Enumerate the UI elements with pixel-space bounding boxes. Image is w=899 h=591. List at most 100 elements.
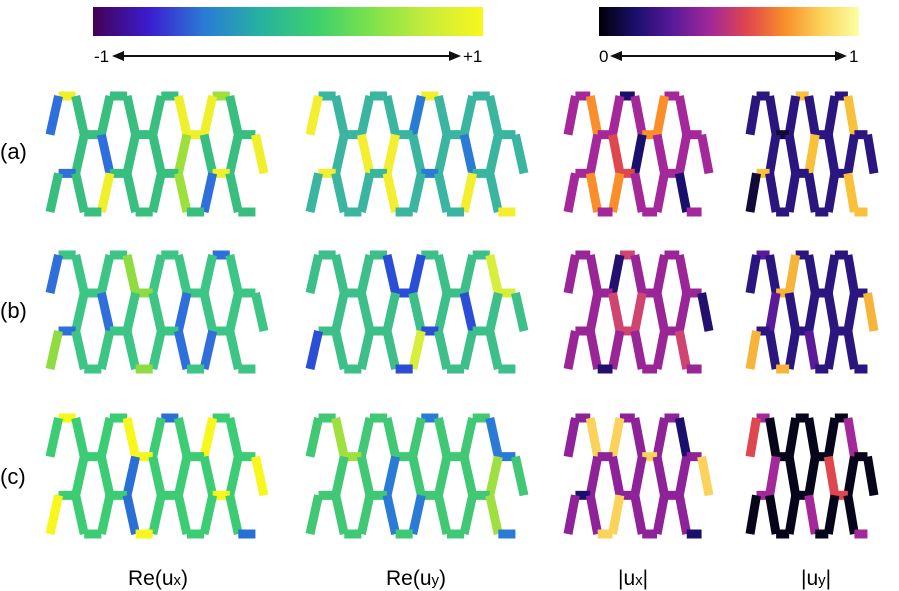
- bond: [148, 254, 166, 294]
- bond: [96, 172, 115, 213]
- bond: [71, 254, 89, 294]
- bond: [356, 292, 375, 332]
- viridis-colorbar: [93, 7, 483, 36]
- bond: [408, 292, 426, 332]
- bond: [674, 292, 692, 332]
- bond: [382, 95, 400, 136]
- col-label-re-ux-suffix: ): [181, 567, 188, 590]
- bond: [804, 417, 820, 458]
- bond: [225, 292, 243, 332]
- bond: [630, 254, 647, 294]
- bond: [843, 455, 859, 497]
- bond: [745, 254, 761, 294]
- bond: [45, 172, 63, 213]
- bond: [823, 133, 840, 175]
- bond: [305, 254, 323, 294]
- bond: [96, 254, 115, 294]
- bond: [459, 417, 478, 458]
- bond: [674, 172, 692, 213]
- inferno-arrow-left-head: [610, 51, 622, 61]
- bond: [356, 330, 375, 370]
- bond: [784, 417, 801, 458]
- bond: [225, 330, 243, 370]
- viridis-arrow-right-head: [449, 51, 461, 61]
- bond: [485, 292, 503, 332]
- bond: [843, 95, 859, 136]
- bond: [485, 172, 503, 213]
- bond: [585, 292, 603, 332]
- bond: [199, 254, 218, 294]
- bond: [608, 95, 625, 136]
- bond: [485, 417, 503, 458]
- bond: [71, 95, 89, 136]
- bond: [843, 494, 859, 535]
- bond: [434, 133, 452, 175]
- col-label-re-uy: Re(uy): [386, 567, 446, 590]
- bond: [122, 494, 140, 535]
- bond: [459, 95, 478, 136]
- bond: [174, 292, 192, 332]
- bond: [804, 254, 820, 294]
- panel-r2-c1: [305, 413, 529, 539]
- bond: [382, 133, 400, 175]
- bond: [585, 95, 603, 136]
- col-label-re-uy-suffix: ): [439, 567, 446, 590]
- bond: [697, 292, 714, 332]
- bond: [122, 417, 140, 458]
- panel-r2-c3: [745, 413, 879, 539]
- bond: [356, 494, 375, 535]
- inferno-max-label: 1: [849, 47, 858, 66]
- bond: [408, 494, 426, 535]
- bond: [585, 455, 603, 497]
- bond: [122, 292, 140, 332]
- bond: [382, 455, 400, 497]
- bond: [863, 133, 879, 175]
- bond: [630, 133, 647, 175]
- bond: [652, 417, 669, 458]
- bond: [630, 172, 647, 213]
- bond: [608, 330, 625, 370]
- panel-r0-c1: [305, 91, 529, 217]
- panel-grid: [45, 91, 879, 539]
- bond: [408, 254, 426, 294]
- bond: [251, 455, 269, 497]
- col-label-re-uy-sub: y: [432, 572, 440, 589]
- bond: [96, 133, 115, 175]
- bond: [784, 330, 801, 370]
- bond: [784, 172, 801, 213]
- bond: [148, 330, 166, 370]
- bond: [199, 133, 218, 175]
- bond: [122, 95, 140, 136]
- viridis-colorbar-group: -1 +1: [93, 7, 483, 66]
- panel-r0-c3: [745, 91, 879, 217]
- bond: [71, 330, 89, 370]
- bond: [199, 95, 218, 136]
- bond: [71, 292, 89, 332]
- col-label-abs-uy-prefix: |u: [801, 567, 818, 590]
- bond: [823, 494, 840, 535]
- bond: [356, 254, 375, 294]
- bond: [784, 494, 801, 535]
- bond: [485, 133, 503, 175]
- bond: [608, 292, 625, 332]
- bond: [122, 254, 140, 294]
- bond: [697, 133, 714, 175]
- bond: [630, 292, 647, 332]
- bond: [174, 95, 192, 136]
- bond: [45, 494, 63, 535]
- panel-r1-c2: [563, 250, 714, 374]
- panel-r1-c0: [45, 250, 269, 374]
- bond: [199, 172, 218, 213]
- bond: [96, 494, 115, 535]
- bond: [485, 254, 503, 294]
- inferno-min-label: 0: [599, 47, 608, 66]
- bond: [174, 172, 192, 213]
- bond: [843, 172, 859, 213]
- bond: [823, 417, 840, 458]
- bond: [45, 417, 63, 458]
- row-label-a: (a): [0, 139, 27, 164]
- bond: [331, 330, 349, 370]
- col-label-abs-ux-suffix: |: [643, 567, 648, 590]
- bond: [563, 254, 580, 294]
- bond: [511, 455, 529, 497]
